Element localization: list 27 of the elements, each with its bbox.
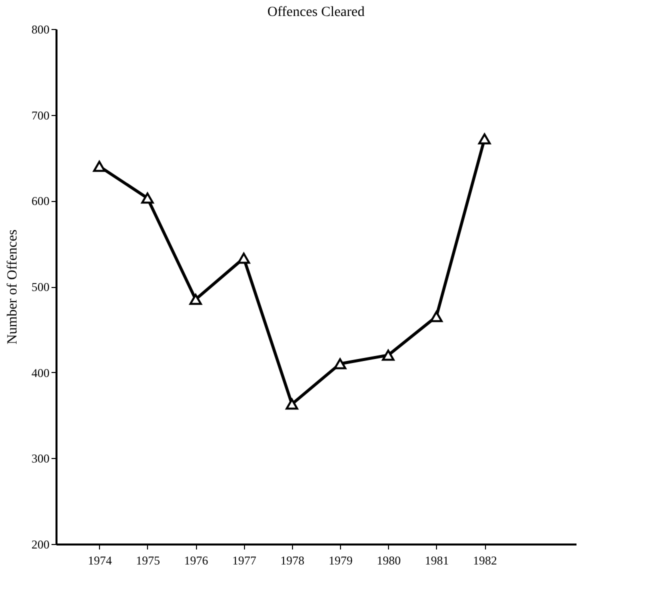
x-tick-label: 1978	[280, 554, 304, 568]
chart-title: Offences Cleared	[267, 5, 365, 20]
x-tick-label: 1981	[424, 554, 449, 568]
x-tick-label: 1982	[473, 554, 498, 568]
point	[430, 311, 443, 322]
point	[478, 133, 491, 144]
point	[382, 350, 394, 361]
y-tick-label: 300	[32, 452, 50, 466]
x-tick-label: 1977	[232, 554, 256, 568]
y-axis-title: Number of Offences	[6, 230, 20, 344]
x-tick-label: 1976	[184, 554, 208, 568]
point	[286, 398, 298, 410]
x-tick-label: 1974	[88, 554, 112, 568]
y-tick-label: 400	[32, 366, 50, 380]
y-tick-label: 200	[32, 538, 50, 552]
y-tick-label: 700	[32, 108, 50, 122]
y-tick-label: 600	[32, 194, 50, 208]
y-tick-label: 800	[32, 22, 50, 36]
x-tick-label: 1979	[328, 554, 353, 568]
x-tick-label: 1975	[136, 554, 160, 568]
point	[93, 160, 106, 172]
point	[141, 192, 154, 204]
point	[334, 358, 346, 370]
point	[238, 252, 250, 264]
y-tick-label: 500	[32, 280, 50, 294]
x-tick-label: 1980	[376, 554, 401, 568]
point	[189, 294, 202, 305]
